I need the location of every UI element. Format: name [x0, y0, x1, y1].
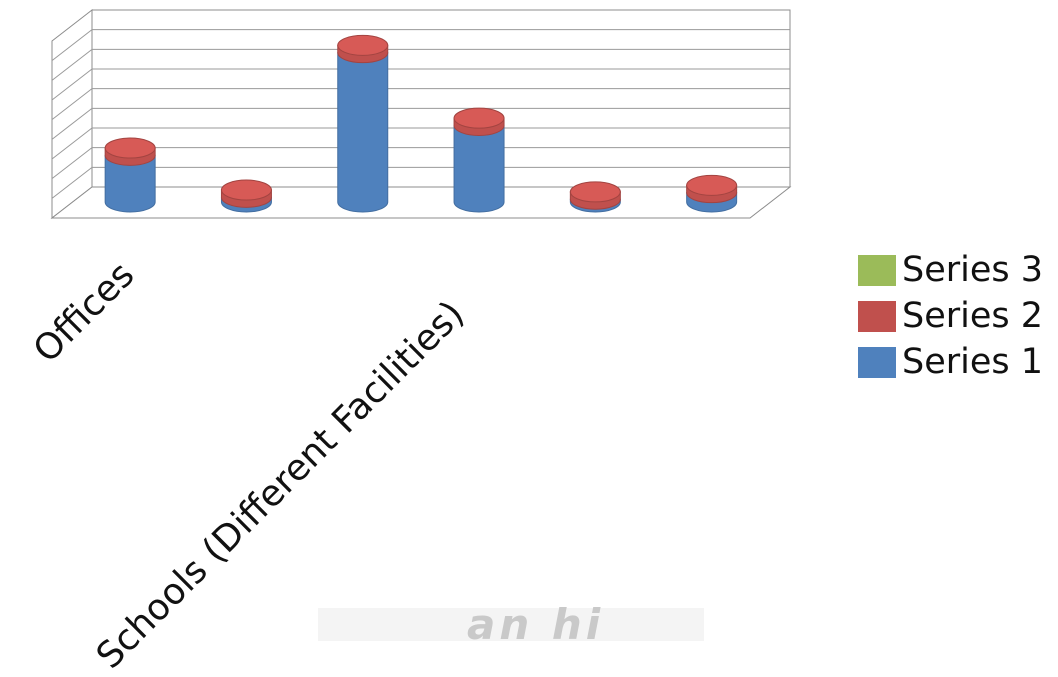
- bar-top-cap: [453, 107, 505, 129]
- legend-item-series-2: Series 2: [858, 293, 1043, 339]
- side-gridline: [51, 127, 93, 160]
- side-gridline: [51, 88, 93, 121]
- watermark-band: [318, 608, 704, 641]
- bar-top-cap: [220, 179, 272, 201]
- legend-label-series-1: Series 1: [902, 341, 1044, 382]
- side-gridline: [51, 29, 93, 62]
- bar-series-1: [337, 52, 389, 213]
- side-gridline: [51, 48, 93, 81]
- floor: [50, 186, 792, 219]
- side-gridline: [51, 166, 93, 199]
- watermark-text: an hi: [467, 600, 605, 649]
- legend-item-series-1: Series 1: [858, 339, 1043, 385]
- bar-series-1: [104, 154, 156, 213]
- side-gridline: [51, 68, 93, 101]
- bar-top-cap: [337, 34, 389, 56]
- legend-swatch-series-2: [858, 300, 896, 332]
- legend-item-series-3: Series 3: [858, 247, 1043, 293]
- legend-label-series-3: Series 3: [902, 249, 1044, 290]
- side-gridline: [51, 147, 93, 180]
- legend-swatch-series-3: [858, 254, 896, 286]
- bar-series-1: [453, 124, 505, 213]
- side-gridline: [51, 107, 93, 140]
- chart: Offices Schools (Different Facilities) S…: [26, 8, 1043, 677]
- side-wall: [51, 8, 93, 220]
- legend-label-series-2: Series 2: [902, 295, 1044, 336]
- legend: Series 3 Series 2 Series 1: [858, 247, 1043, 385]
- bar-top-cap: [569, 181, 621, 203]
- bar-top-cap: [104, 137, 156, 159]
- plot-area: [50, 8, 792, 220]
- bar-top-cap: [686, 174, 738, 196]
- back-wall: [91, 9, 791, 188]
- legend-swatch-series-1: [858, 346, 896, 378]
